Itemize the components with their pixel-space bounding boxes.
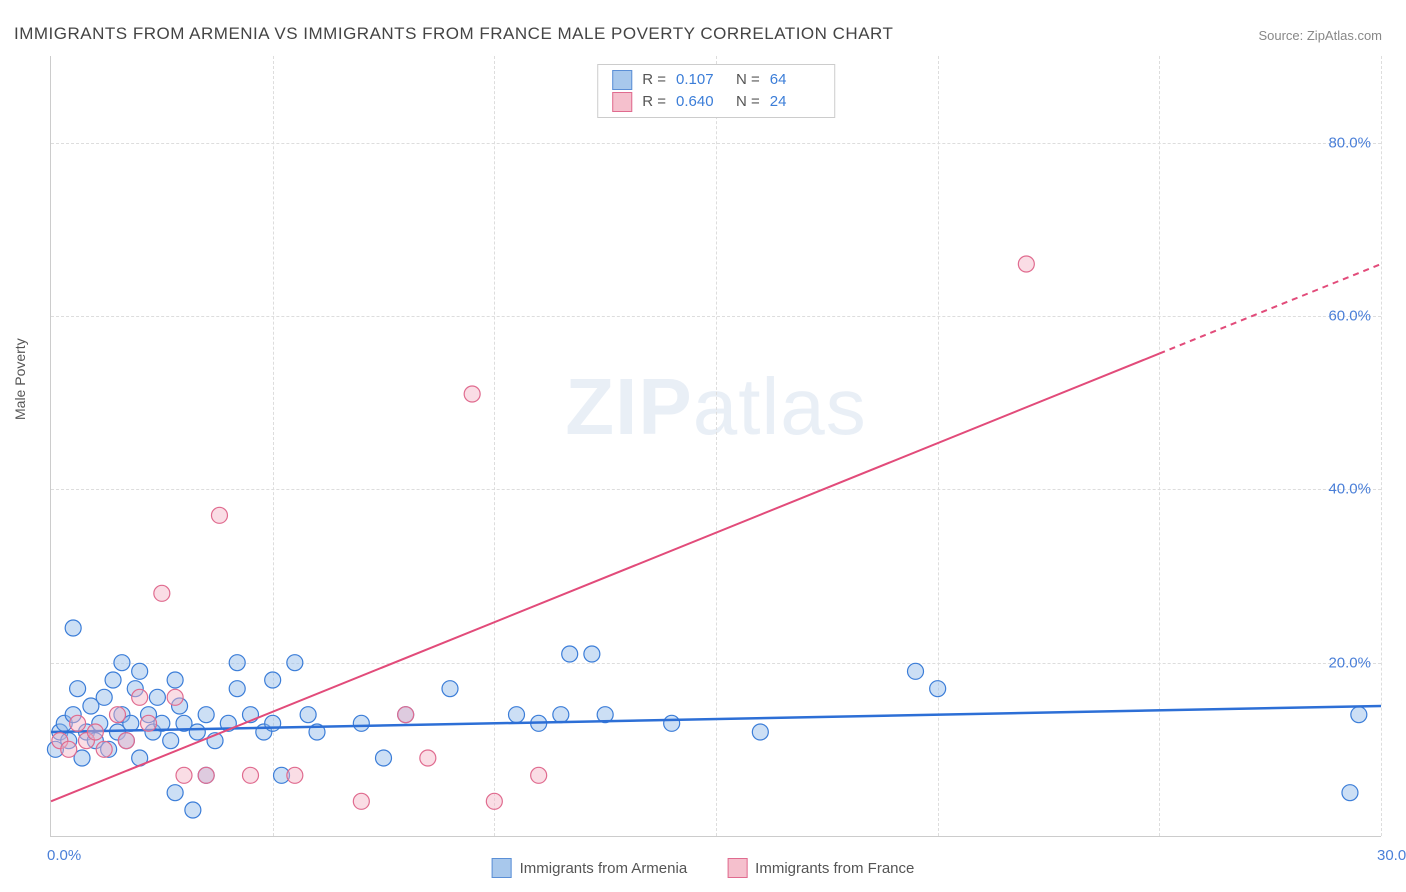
scatter-point — [176, 767, 192, 783]
scatter-point — [353, 715, 369, 731]
scatter-point — [353, 793, 369, 809]
scatter-point — [464, 386, 480, 402]
scatter-point — [167, 689, 183, 705]
scatter-point — [154, 585, 170, 601]
scatter-point — [287, 655, 303, 671]
scatter-point — [118, 733, 134, 749]
scatter-point — [70, 715, 86, 731]
scatter-point — [149, 689, 165, 705]
r-label: R = — [642, 91, 666, 113]
scatter-point — [509, 707, 525, 723]
chart-title: IMMIGRANTS FROM ARMENIA VS IMMIGRANTS FR… — [14, 24, 893, 44]
legend-swatch — [612, 92, 632, 112]
r-label: R = — [642, 69, 666, 91]
scatter-point — [198, 767, 214, 783]
scatter-point — [584, 646, 600, 662]
gridline-vertical — [1381, 56, 1382, 836]
legend-series-item: Immigrants from France — [727, 858, 914, 878]
scatter-point — [61, 741, 77, 757]
r-value: 0.640 — [676, 91, 726, 113]
y-tick-label: 40.0% — [1328, 481, 1371, 498]
scatter-point — [105, 672, 121, 688]
y-tick-label: 20.0% — [1328, 654, 1371, 671]
y-tick-label: 80.0% — [1328, 134, 1371, 151]
scatter-point — [562, 646, 578, 662]
legend-series-label: Immigrants from Armenia — [520, 860, 688, 877]
scatter-point — [930, 681, 946, 697]
series-legend: Immigrants from Armenia Immigrants from … — [492, 858, 915, 878]
scatter-point — [1342, 785, 1358, 801]
n-label: N = — [736, 91, 760, 113]
scatter-point — [167, 785, 183, 801]
scatter-point — [420, 750, 436, 766]
y-axis-label: Male Poverty — [12, 338, 28, 420]
scatter-point — [300, 707, 316, 723]
scatter-point — [185, 802, 201, 818]
scatter-point — [132, 689, 148, 705]
legend-series-label: Immigrants from France — [755, 860, 914, 877]
n-value: 24 — [770, 91, 820, 113]
scatter-point — [211, 507, 227, 523]
source-attribution: Source: ZipAtlas.com — [1258, 28, 1382, 43]
legend-swatch — [727, 858, 747, 878]
chart-plot-area: ZIPatlas R = 0.107 N = 64 R = 0.640 N = … — [50, 56, 1381, 837]
scatter-point — [114, 655, 130, 671]
scatter-point — [1351, 707, 1367, 723]
legend-swatch — [492, 858, 512, 878]
scatter-point — [167, 672, 183, 688]
legend-stat-row: R = 0.640 N = 24 — [612, 91, 820, 113]
scatter-point — [96, 689, 112, 705]
scatter-point — [87, 724, 103, 740]
scatter-point — [265, 672, 281, 688]
scatter-point — [243, 767, 259, 783]
scatter-point — [531, 767, 547, 783]
scatter-point — [110, 707, 126, 723]
x-tick-label: 30.0% — [1377, 847, 1406, 864]
scatter-point — [908, 663, 924, 679]
n-value: 64 — [770, 69, 820, 91]
scatter-point — [229, 655, 245, 671]
y-tick-label: 60.0% — [1328, 308, 1371, 325]
scatter-point — [1018, 256, 1034, 272]
scatter-point — [376, 750, 392, 766]
scatter-point — [752, 724, 768, 740]
r-value: 0.107 — [676, 69, 726, 91]
scatter-point — [96, 741, 112, 757]
scatter-point — [65, 620, 81, 636]
scatter-point — [163, 733, 179, 749]
scatter-point — [189, 724, 205, 740]
scatter-point — [141, 715, 157, 731]
scatter-point — [442, 681, 458, 697]
scatter-point — [198, 707, 214, 723]
scatter-point — [486, 793, 502, 809]
scatter-point — [553, 707, 569, 723]
scatter-point — [664, 715, 680, 731]
x-tick-label: 0.0% — [47, 847, 81, 864]
legend-stat-row: R = 0.107 N = 64 — [612, 69, 820, 91]
legend-series-item: Immigrants from Armenia — [492, 858, 688, 878]
correlation-legend: R = 0.107 N = 64 R = 0.640 N = 24 — [597, 64, 835, 118]
n-label: N = — [736, 69, 760, 91]
scatter-point — [229, 681, 245, 697]
trend-line — [51, 354, 1159, 802]
legend-swatch — [612, 70, 632, 90]
scatter-point — [398, 707, 414, 723]
scatter-plot-svg — [51, 56, 1381, 836]
scatter-point — [70, 681, 86, 697]
scatter-point — [132, 663, 148, 679]
scatter-point — [287, 767, 303, 783]
